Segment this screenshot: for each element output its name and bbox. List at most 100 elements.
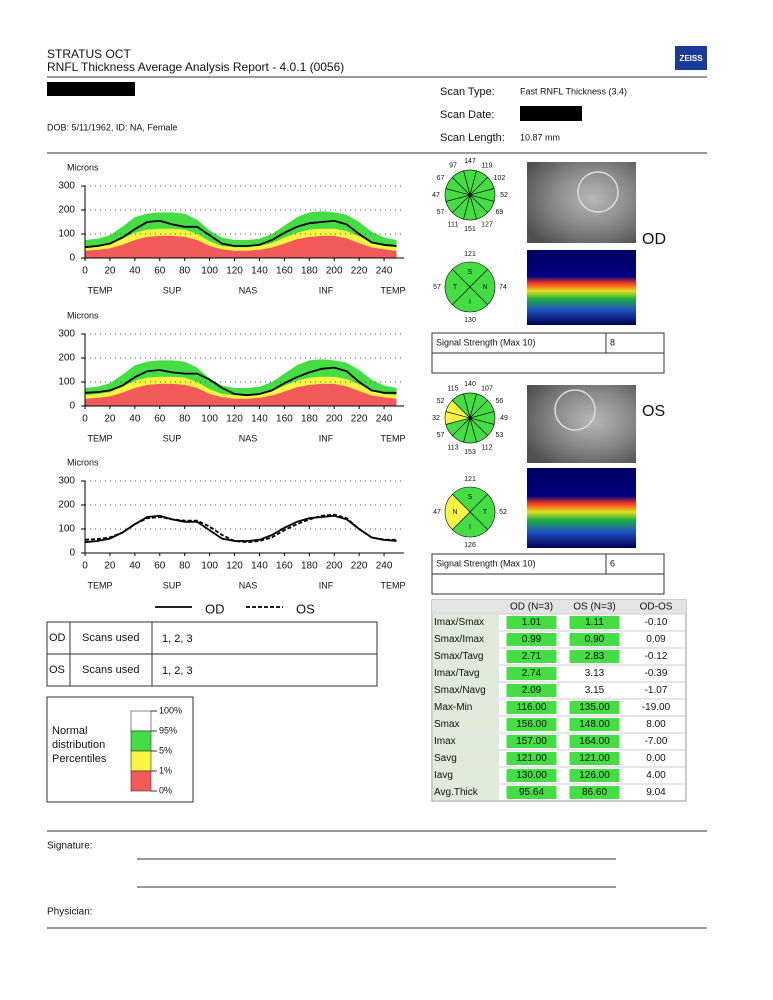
x-tick-label: 60 — [154, 414, 166, 425]
x-tick-label: 0 — [82, 266, 88, 277]
cell-value: 1.11 — [585, 617, 604, 628]
region-label: SUP — [163, 285, 182, 295]
clock-value: 57 — [437, 209, 445, 216]
cell-normal-bg — [506, 616, 557, 629]
scans-label: Scans used — [82, 664, 139, 676]
x-tick-label: 0 — [82, 561, 88, 572]
percentile-level: 1% — [159, 765, 172, 775]
cell-normal-bg — [569, 616, 620, 629]
x-tick-label: 140 — [251, 266, 268, 277]
row-label-bg — [433, 751, 499, 766]
percentile-swatch — [130, 750, 152, 772]
cell-value: 126.00 — [579, 770, 610, 781]
quadrant-value: 57 — [433, 284, 441, 291]
cell-value: 116.00 — [517, 702, 547, 713]
x-tick-label: 60 — [154, 266, 166, 277]
clock-value: 140 — [464, 381, 476, 388]
signature-label: Signature: — [47, 841, 93, 852]
cell-value: 130.00 — [516, 770, 547, 781]
percentile-swatch — [130, 710, 152, 732]
cell-normal-bg — [506, 786, 557, 799]
y-tick-label: 300 — [58, 476, 75, 487]
report-subtitle: RNFL Thickness Average Analysis Report -… — [47, 60, 344, 74]
clock-value: 32 — [432, 415, 440, 422]
row-label: Smax/Navg — [434, 685, 486, 696]
legend-label: OD — [205, 601, 225, 616]
x-tick-label: 0 — [82, 414, 88, 425]
x-tick-label: 200 — [326, 561, 343, 572]
x-tick-label: 40 — [129, 266, 141, 277]
x-tick-label: 180 — [301, 414, 318, 425]
x-tick-label: 120 — [226, 266, 243, 277]
signal-value: 8 — [610, 337, 615, 347]
cell-value: 4.00 — [646, 770, 666, 781]
x-tick-label: 40 — [129, 561, 141, 572]
cell-normal-bg — [506, 633, 557, 646]
cell-value: -0.39 — [645, 668, 668, 679]
clock-value: 57 — [437, 432, 445, 439]
cell-normal-bg — [569, 650, 620, 663]
region-label: TEMP — [87, 580, 112, 590]
cell-value: 0.00 — [646, 753, 666, 764]
quadrant-sector — [469, 268, 496, 306]
clock-value: 69 — [496, 209, 504, 216]
quadrant-sector — [444, 268, 471, 306]
cell-value: -0.12 — [645, 651, 668, 662]
y-axis-label: Microns — [67, 310, 99, 320]
cell-value: 9.04 — [646, 787, 666, 798]
quadrant-value: 126 — [464, 542, 476, 549]
cell-value: 121.00 — [516, 753, 547, 764]
cell-value: 135.00 — [579, 702, 610, 713]
cell-normal-bg — [506, 701, 557, 714]
thickness-line — [84, 513, 397, 544]
region-label: TEMP — [87, 285, 112, 295]
od-oct-image — [527, 250, 636, 325]
clock-value: 151 — [464, 226, 476, 233]
x-tick-label: 120 — [226, 414, 243, 425]
clock-value: 52 — [500, 192, 508, 199]
x-tick-label: 120 — [226, 561, 243, 572]
percentile-swatch — [130, 730, 152, 752]
quadrant-sector — [444, 493, 471, 531]
quadrant-letter: N — [482, 284, 487, 291]
x-tick-label: 20 — [104, 561, 116, 572]
redacted-name — [47, 82, 135, 96]
percentile-title: Percentiles — [52, 753, 107, 765]
x-tick-label: 200 — [326, 266, 343, 277]
percentile-title: Normal — [52, 725, 87, 737]
cell-value: -0.10 — [645, 617, 668, 628]
cell-value: 8.00 — [646, 719, 666, 730]
clock-value: 67 — [437, 175, 445, 182]
cell-value: 2.83 — [585, 651, 605, 662]
row-label-bg — [433, 785, 499, 800]
cell-normal-bg — [506, 650, 557, 663]
x-tick-label: 240 — [376, 414, 393, 425]
cell-value: -19.00 — [642, 702, 671, 713]
scan-circle — [577, 171, 619, 213]
thickness-line — [84, 219, 397, 249]
quadrant-letter: S — [468, 494, 473, 501]
cell-normal-bg — [569, 786, 620, 799]
x-tick-label: 20 — [104, 414, 116, 425]
percentile-level: 95% — [159, 725, 177, 735]
cell-value: 0.90 — [585, 634, 605, 645]
x-tick-label: 60 — [154, 561, 166, 572]
region-label: NAS — [239, 285, 258, 295]
clock-value: 102 — [494, 175, 506, 182]
scan-type: Fast RNFL Thickness (3.4) — [520, 86, 627, 96]
percentile-band — [85, 235, 397, 258]
clock-value: 107 — [481, 385, 493, 392]
signal-box — [431, 352, 665, 374]
table-header-bg — [432, 600, 686, 614]
row-label-bg — [433, 700, 499, 715]
cell-value: 95.64 — [519, 787, 544, 798]
x-tick-label: 100 — [201, 414, 218, 425]
clock-value: 127 — [481, 221, 493, 228]
cell-normal-bg — [569, 752, 620, 765]
cell-normal-bg — [506, 735, 557, 748]
quadrant-letter: I — [469, 524, 471, 531]
clock-value: 111 — [448, 221, 459, 228]
region-label: SUP — [163, 580, 182, 590]
cell-normal-bg — [506, 667, 557, 680]
cell-normal-bg — [506, 769, 557, 782]
